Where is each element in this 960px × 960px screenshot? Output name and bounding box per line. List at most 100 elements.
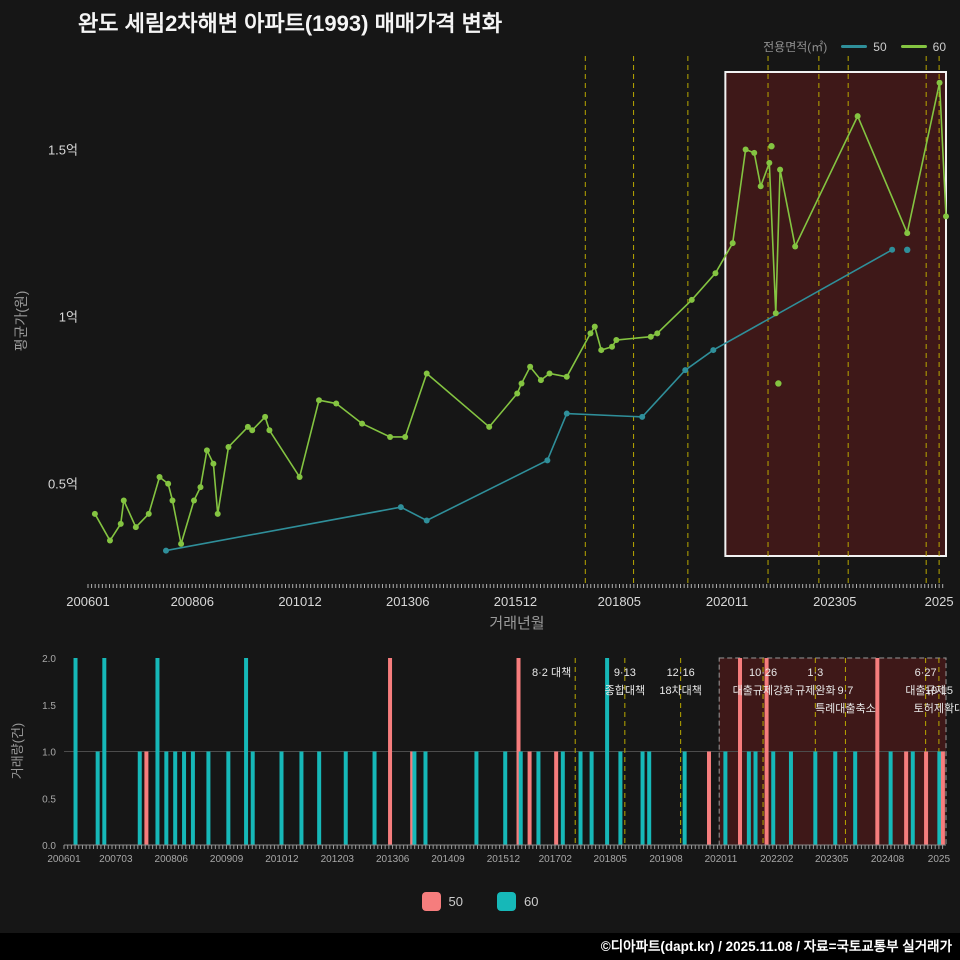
volume-bar-60 [343,751,348,845]
series-60-point [943,213,949,220]
policy-label: 종합대책 [605,684,645,697]
series-60-point [518,380,525,387]
legend-label-50: 50 [873,39,887,54]
series-60-point [609,343,616,350]
policy-label: 12·16 [667,667,695,679]
policy-label: 대출규제강화 [733,684,794,697]
policy-label: 토허제확대 [914,702,960,715]
series-60-point [117,520,124,527]
series-50-point [563,410,570,417]
volume-bar-50 [410,751,415,845]
series-60-point [225,443,232,450]
volume-legend-item-60[interactable]: 60 [497,892,538,911]
volume-bar-60 [503,751,508,845]
volume-bar-50 [924,751,929,845]
volume-bar-60 [244,658,249,845]
series-60-point [729,240,736,247]
series-60-point [591,323,598,330]
volume-legend-item-50[interactable]: 50 [421,892,463,911]
series-60-point [587,330,594,337]
series-50-point [544,457,551,464]
policy-label: 10·15 [925,685,953,697]
volume-bar-60 [910,751,915,845]
series-60-point [165,480,172,487]
x-tick-label: 201306 [386,594,429,609]
series-60-point [486,423,493,430]
series-50-point [163,547,169,554]
policy-label: 대출규제 [905,684,945,697]
series-50-point [889,246,896,253]
series-60-point [537,377,544,384]
policy-label: 규제완화 [795,684,835,697]
series-50-swatch [841,45,868,48]
volume-bar-50 [706,751,711,845]
volume-bar-60 [771,751,776,845]
policy-label: 8·2 대책 [532,666,571,679]
series-60-point [423,370,430,377]
volume-bar-60 [250,751,255,845]
y-axis-title: 거래량(건) [10,723,25,780]
y-tick-label: 0.0 [42,841,56,852]
volume-legend-label-60: 60 [524,894,539,909]
y-tick-label: 0.5억 [48,477,78,492]
series-60-point [359,420,366,427]
series-60-point [169,497,176,504]
policy-label: 1·3 [807,667,823,679]
series-50-point [397,504,404,511]
x-tick-label: 201805 [594,854,628,865]
series-60-point [191,497,198,504]
volume-bar-60 [853,751,858,845]
series-50-point [639,413,646,420]
price-line-chart: 200601 200806 201012 201306 201512 201805 2020… [13,56,954,632]
policy-label: 9·13 [614,667,636,679]
bar-50-swatch [421,892,441,911]
series-60-point [688,296,695,303]
series-60-point [387,433,394,440]
x-axis-title: 거래년월 [489,615,544,632]
x-tick-label: 201012 [265,854,299,865]
volume-bar-60 [813,751,818,845]
volume-bar-60 [937,751,942,845]
legend-item-60[interactable]: 60 [900,40,946,54]
x-tick-label: 200703 [99,854,133,865]
y-tick-label: 2.0 [42,654,56,665]
volume-bar-60 [137,751,142,845]
volume-bar-60 [560,751,565,845]
series-60-point [296,474,303,481]
x-tick-label: 201203 [321,854,355,865]
y-tick-label: 1억 [59,310,78,325]
series-60-point [132,524,139,531]
y-axis-title: 평균가(원) [13,291,29,352]
series-60-point [210,460,217,467]
x-tick-label: 2025 [925,594,954,609]
volume-bar-60 [746,751,751,845]
series-60-point [156,474,163,481]
series-60-point [91,510,98,517]
volume-bar-60 [102,658,107,845]
volume-bar-chart: 8·2 대책 9·13 종합대책 12·16 18차대책 10·26 대출규제강화 1·3 규제… [10,654,960,865]
x-tick-label: 200806 [155,854,189,865]
volume-bar-60 [723,751,728,845]
series-60-point [315,397,322,404]
y-tick-label: 1.0 [42,748,56,759]
legend-item-50[interactable]: 50 [841,39,887,54]
volume-bar-60 [155,658,160,845]
volume-bar-60 [299,751,304,845]
footer-text: ©디아파트(dapt.kr) / 2025.11.08 / 자료=국토교통부 실… [600,939,952,954]
series-60-point [249,427,256,434]
volume-bar-50 [940,751,945,845]
series-60-point [766,159,773,166]
volume-bar-50 [875,658,880,845]
volume-bar-60 [474,751,479,845]
volume-bar-60 [164,751,169,845]
volume-bar-60 [190,751,195,845]
series-60-point [214,510,221,517]
volume-bar-50 [388,658,393,845]
x-axis: 200601 200806 201012 201306 201512 201805 2020… [66,584,954,609]
series-60-point [647,333,654,340]
footer-credit: ©디아파트(dapt.kr) / 2025.11.08 / 자료=국토교통부 실… [0,933,960,960]
y-tick-label: 1.5억 [48,143,78,158]
series-60-point [178,540,185,547]
y-tick-label: 1.5 [42,701,56,712]
